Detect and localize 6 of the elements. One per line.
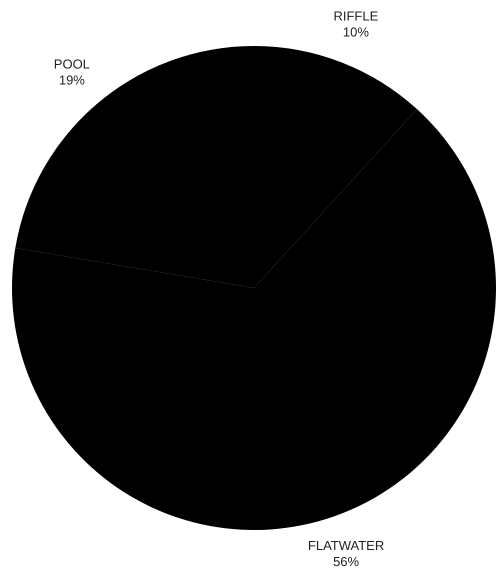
slice-label: POOL [54, 56, 90, 72]
data-label: 19% [58, 72, 86, 88]
slice-label: FLATWATER [308, 538, 384, 554]
data-label: 56% [333, 554, 360, 570]
slice-label: RIFFLE [333, 8, 379, 24]
data-label: 10% [342, 24, 370, 40]
